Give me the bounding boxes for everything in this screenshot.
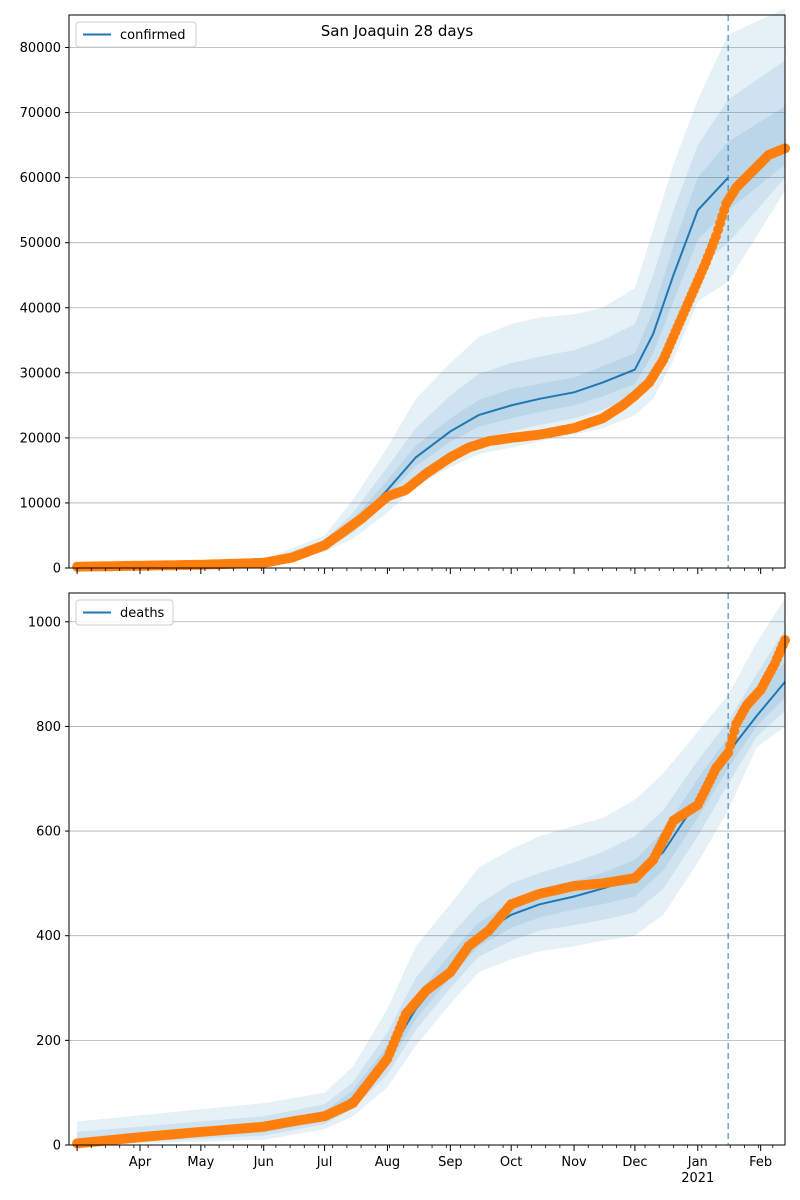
- x-tick-label: Apr: [129, 1155, 152, 1170]
- axes-frame: [68, 14, 786, 569]
- x-tick-year-label: 2021: [681, 1171, 714, 1186]
- x-tick-label: Jun: [253, 1155, 274, 1170]
- y-tick-label: 70000: [20, 106, 61, 121]
- y-tick-label: 20000: [20, 431, 61, 446]
- y-tick-label: 30000: [20, 366, 61, 381]
- legend-box: [75, 599, 174, 626]
- x-tick-label: Jan: [687, 1155, 708, 1170]
- x-tick-label: May: [187, 1155, 214, 1170]
- uncertainty-band-2: [77, 99, 729, 568]
- figure-title: San Joaquin 28 days: [321, 22, 474, 40]
- legend-box: [75, 21, 197, 48]
- uncertainty-band-1: [77, 598, 786, 1145]
- forecast-band-2: [728, 60, 785, 243]
- confirmed-panel: 0 10000 20000 30000 40000 50000 60000 70000 8000…: [20, 8, 790, 577]
- axes-frame: [68, 592, 786, 1146]
- y-tick-label: 0: [53, 1139, 61, 1154]
- median-line: [77, 681, 786, 1144]
- y-tick-label: 1000: [28, 615, 61, 630]
- y-tick-label: 200: [36, 1034, 61, 1049]
- uncertainty-band-2: [77, 629, 786, 1145]
- x-tick-label: Nov: [561, 1155, 587, 1170]
- x-tick-label: Dec: [622, 1155, 647, 1170]
- y-tick-label: 50000: [20, 236, 61, 251]
- x-tick-label: Oct: [500, 1155, 522, 1170]
- y-tick-label: 0: [53, 562, 61, 577]
- x-tick-label: Feb: [749, 1155, 772, 1170]
- x-tick-label: Sep: [438, 1155, 463, 1170]
- legend-label: confirmed: [120, 28, 186, 43]
- forecast-band-1: [728, 8, 785, 282]
- legend-label: deaths: [120, 606, 165, 621]
- y-tick-label: 600: [36, 825, 61, 840]
- y-tick-label: 400: [36, 929, 61, 944]
- y-tick-label: 60000: [20, 171, 61, 186]
- y-tick-label: 800: [36, 720, 61, 735]
- deaths-panel: 0 200 400 600 800 1000 Apr May Jun Jul Aug Sep Oct No…: [28, 592, 790, 1186]
- x-tick-label: Jul: [316, 1155, 333, 1170]
- y-tick-label: 40000: [20, 301, 61, 316]
- y-tick-label: 10000: [20, 496, 61, 511]
- x-tick-label: Aug: [375, 1155, 400, 1170]
- uncertainty-band-3: [77, 661, 786, 1144]
- y-tick-label: 80000: [20, 41, 61, 56]
